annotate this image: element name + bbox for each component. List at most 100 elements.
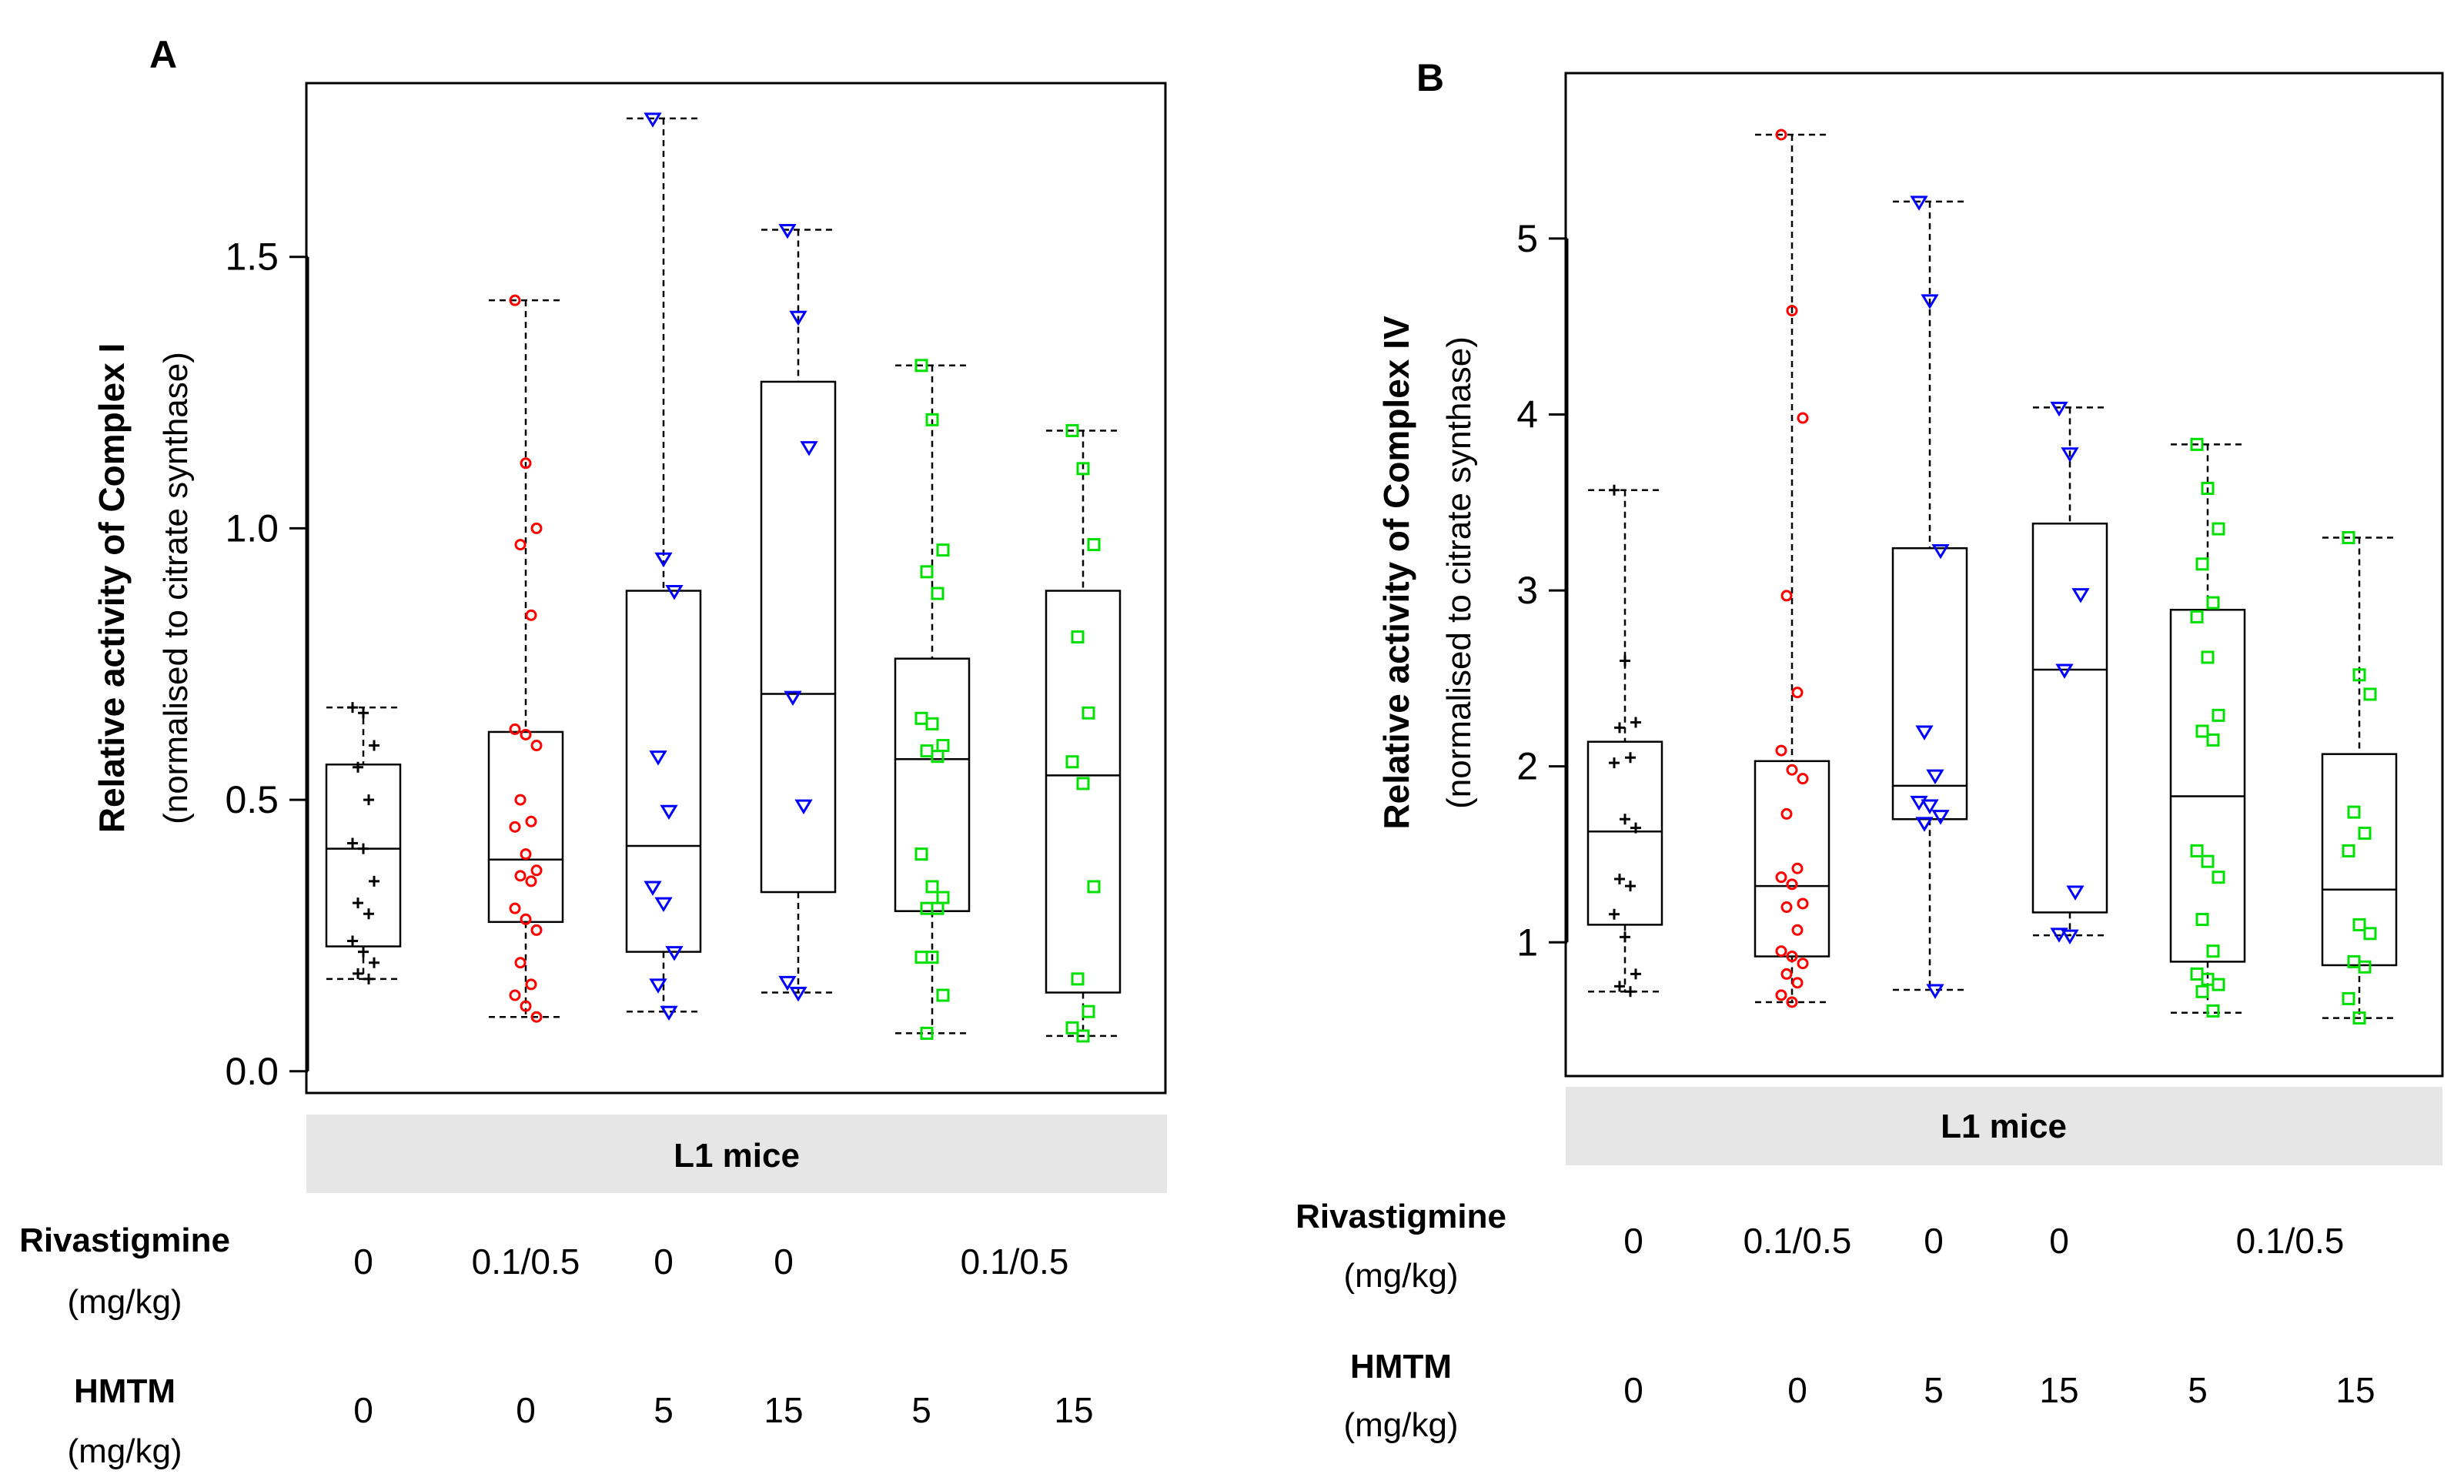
- data-point: [1076, 462, 1090, 476]
- data-point: [1791, 862, 1804, 874]
- rivastigmine-dose: 0: [353, 1242, 373, 1282]
- box-group-1: [1586, 484, 1663, 998]
- data-point: [2352, 668, 2366, 682]
- data-point: [369, 740, 379, 751]
- data-point: [358, 707, 369, 719]
- box-iqr: [487, 730, 564, 924]
- data-point: [1931, 543, 1950, 560]
- data-point: [1625, 752, 1636, 764]
- panel-b-hmtm-unit: (mg/kg): [1343, 1406, 1458, 1444]
- data-point: [363, 794, 374, 806]
- panel-b-y-axis: 1 2 3 4 5: [1516, 217, 1569, 964]
- y-tick-label: 2: [1516, 745, 1538, 788]
- data-point: [789, 987, 807, 1002]
- data-point: [1630, 968, 1641, 980]
- data-point: [2195, 557, 2209, 571]
- box-group-3: [1891, 196, 1968, 999]
- data-point: [931, 750, 944, 764]
- data-point: [509, 294, 521, 306]
- data-point: [2190, 844, 2204, 857]
- data-point: [1087, 880, 1101, 894]
- panel-a-letter: A: [149, 33, 177, 76]
- data-point: [1071, 630, 1085, 643]
- data-point: [660, 1005, 678, 1021]
- box-iqr: [2169, 608, 2246, 963]
- panel-a-strip: [306, 1115, 1167, 1193]
- rivastigmine-dose: 0.1/0.5: [961, 1242, 1069, 1282]
- rivastigmine-dose: 0: [2049, 1221, 2069, 1261]
- data-point: [2212, 708, 2225, 722]
- data-point: [520, 913, 532, 925]
- data-point: [794, 799, 813, 815]
- box-group-1: [325, 702, 402, 984]
- panel-a-hmtm-unit: (mg/kg): [67, 1432, 182, 1470]
- data-point: [654, 552, 673, 568]
- panel-a-y-axis-subtitle: (normalised to citrate synthase): [157, 352, 195, 824]
- rivastigmine-dose: 0.1/0.5: [472, 1242, 580, 1282]
- hmtm-dose: 5: [654, 1390, 674, 1430]
- data-point: [1775, 871, 1787, 884]
- hmtm-dose: 0: [516, 1390, 536, 1430]
- data-point: [789, 310, 807, 326]
- data-point: [1775, 744, 1787, 757]
- y-tick-label: 1.0: [225, 506, 279, 550]
- box-group-3: [625, 112, 702, 1021]
- data-point: [353, 968, 363, 979]
- data-point: [1625, 986, 1636, 998]
- panel-b-y-axis-title: Relative activity of Complex IV: [1376, 316, 1416, 830]
- data-point: [530, 864, 543, 877]
- panel-b-hmtm-label: HMTM: [1350, 1348, 1452, 1385]
- data-point: [2212, 978, 2225, 991]
- data-point: [1926, 984, 1944, 999]
- data-point: [1921, 294, 1939, 309]
- data-point: [1926, 769, 1944, 785]
- data-point: [2061, 929, 2079, 945]
- rivastigmine-dose: 0.1/0.5: [1744, 1221, 1852, 1261]
- data-point: [347, 935, 358, 947]
- hmtm-dose: 15: [2335, 1370, 2375, 1410]
- box-group-2: [487, 294, 564, 1023]
- data-point: [1791, 977, 1804, 989]
- data-point: [644, 112, 662, 128]
- hmtm-dose: 0: [1787, 1370, 1807, 1410]
- data-point: [665, 946, 684, 961]
- data-point: [1087, 538, 1101, 552]
- data-point: [925, 880, 939, 894]
- data-point: [1614, 722, 1625, 734]
- data-point: [520, 848, 532, 861]
- panel-a-plot-frame: [305, 82, 1167, 1095]
- data-point: [800, 441, 818, 456]
- data-point: [1609, 757, 1620, 769]
- data-point: [931, 901, 944, 915]
- data-point: [1775, 989, 1787, 1001]
- data-point: [2195, 913, 2209, 927]
- data-point: [1071, 972, 1085, 986]
- box-iqr: [1754, 760, 1830, 958]
- data-point: [1620, 655, 1630, 667]
- data-point: [778, 223, 797, 239]
- data-point: [1609, 484, 1620, 496]
- data-point: [2201, 854, 2215, 868]
- box-group-5: [2169, 437, 2246, 1018]
- data-point: [925, 717, 939, 730]
- data-point: [1931, 810, 1950, 825]
- hmtm-dose: 0: [1623, 1370, 1643, 1410]
- data-point: [2050, 401, 2068, 417]
- panel-b-strip: [1566, 1087, 2442, 1165]
- data-point: [1915, 817, 1934, 832]
- data-point: [1620, 931, 1630, 943]
- box-iqr: [1586, 740, 1663, 926]
- data-point: [1630, 717, 1641, 728]
- data-point: [509, 723, 521, 735]
- data-point: [2363, 927, 2377, 941]
- panel-a-rivastigmine-unit: (mg/kg): [67, 1283, 182, 1321]
- data-point: [2342, 844, 2355, 857]
- data-point: [2055, 663, 2074, 679]
- hmtm-dose: 15: [764, 1390, 803, 1430]
- data-point: [520, 457, 532, 470]
- data-point: [2050, 928, 2068, 943]
- data-point: [2342, 991, 2355, 1005]
- rivastigmine-dose: 0.1/0.5: [2236, 1221, 2345, 1261]
- panel-b-rivastigmine-label: Rivastigmine: [1296, 1198, 1506, 1235]
